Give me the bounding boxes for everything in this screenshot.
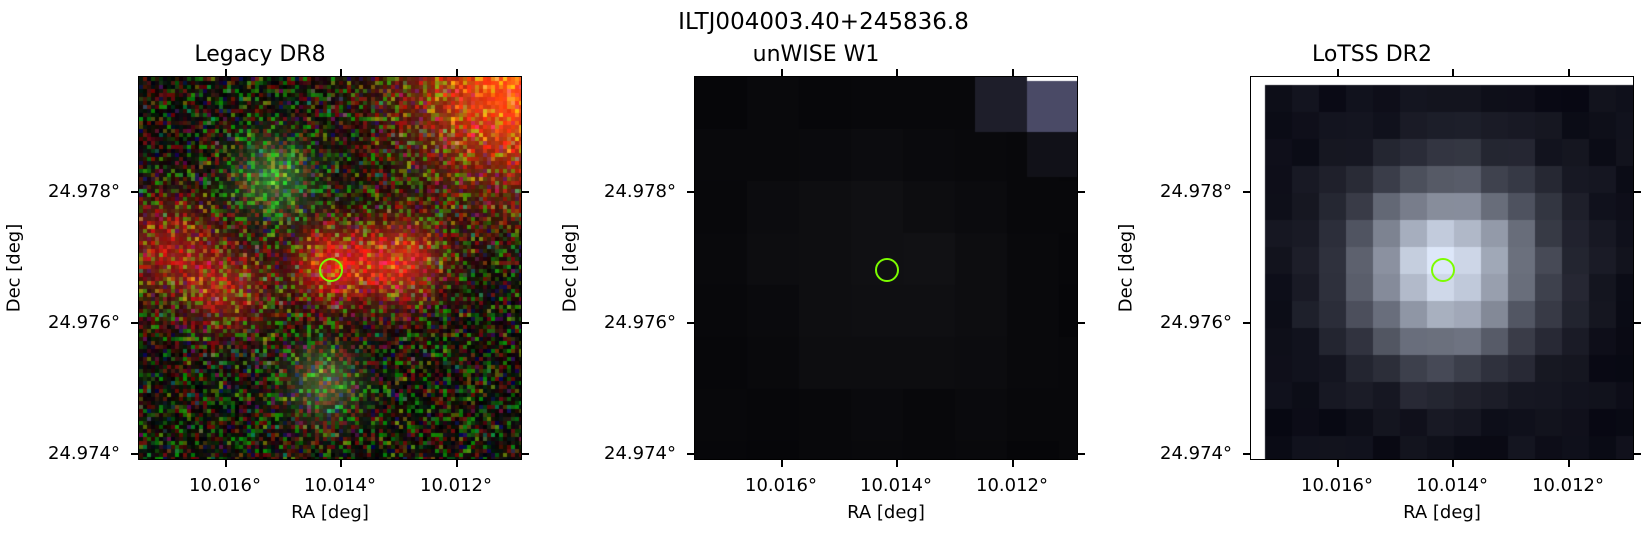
y-tick-mark — [1078, 322, 1085, 324]
y-tick-mark — [1243, 322, 1250, 324]
x-tick-mark — [1012, 69, 1014, 76]
panel-unwise: unWISE W1 24.978° 24.976° 24.974° 10.016… — [556, 0, 1085, 539]
x-axis-label: RA [deg] — [1403, 502, 1481, 523]
ytick-label: 24.978° — [604, 181, 676, 202]
x-tick-mark — [1012, 460, 1014, 467]
x-tick-mark — [340, 460, 342, 467]
y-tick-mark — [1634, 191, 1641, 193]
xtick-label: 10.016° — [1301, 475, 1373, 496]
xtick-label: 10.012° — [976, 475, 1048, 496]
ytick-label: 24.976° — [48, 312, 120, 333]
y-tick-mark — [1243, 191, 1250, 193]
y-axis-label: Dec [deg] — [3, 223, 25, 313]
x-tick-mark — [781, 460, 783, 467]
x-tick-mark — [1452, 460, 1454, 467]
image-lotss — [1250, 76, 1634, 460]
source-marker-circle — [875, 258, 899, 282]
y-tick-mark — [131, 322, 138, 324]
marker-overlay — [1431, 258, 1455, 282]
panel-legacy: Legacy DR8 24.978° 24.976° 24.974° 10.01… — [0, 0, 529, 539]
xtick-label: 10.014° — [1416, 475, 1488, 496]
x-tick-mark — [1337, 69, 1339, 76]
xtick-label: 10.014° — [860, 475, 932, 496]
y-tick-mark — [1634, 322, 1641, 324]
x-tick-mark — [340, 69, 342, 76]
y-tick-mark — [522, 322, 529, 324]
x-tick-mark — [896, 69, 898, 76]
image-legacy — [138, 76, 522, 460]
y-tick-mark — [687, 453, 694, 455]
source-marker-circle — [319, 258, 343, 282]
panel-title: LoTSS DR2 — [1312, 42, 1432, 67]
lotss-image-canvas — [1251, 77, 1633, 459]
y-tick-mark — [1078, 191, 1085, 193]
panel-title: unWISE W1 — [752, 42, 880, 67]
y-tick-mark — [131, 191, 138, 193]
y-axis-label: Dec [deg] — [1115, 223, 1137, 313]
ytick-label: 24.974° — [604, 443, 676, 464]
marker-overlay — [319, 258, 343, 282]
x-tick-mark — [225, 69, 227, 76]
image-unwise — [694, 76, 1078, 460]
x-axis-label: RA [deg] — [847, 502, 925, 523]
ytick-label: 24.974° — [1160, 443, 1232, 464]
ytick-label: 24.976° — [1160, 312, 1232, 333]
y-axis-label: Dec [deg] — [559, 223, 581, 313]
xtick-label: 10.016° — [745, 475, 817, 496]
y-tick-mark — [131, 453, 138, 455]
x-tick-mark — [456, 69, 458, 76]
source-marker-circle — [1431, 258, 1455, 282]
xtick-label: 10.014° — [304, 475, 376, 496]
y-tick-mark — [1243, 453, 1250, 455]
x-tick-mark — [896, 460, 898, 467]
xtick-label: 10.012° — [420, 475, 492, 496]
xtick-label: 10.016° — [189, 475, 261, 496]
x-tick-mark — [781, 69, 783, 76]
y-tick-mark — [1078, 453, 1085, 455]
y-tick-mark — [1634, 453, 1641, 455]
legacy-image-canvas — [139, 77, 521, 459]
y-tick-mark — [522, 191, 529, 193]
x-tick-mark — [456, 460, 458, 467]
x-tick-mark — [225, 460, 227, 467]
ytick-label: 24.976° — [604, 312, 676, 333]
ytick-label: 24.978° — [1160, 181, 1232, 202]
ytick-label: 24.974° — [48, 443, 120, 464]
x-tick-mark — [1337, 460, 1339, 467]
x-tick-mark — [1568, 69, 1570, 76]
x-tick-mark — [1568, 460, 1570, 467]
marker-overlay — [875, 258, 899, 282]
x-axis-label: RA [deg] — [291, 502, 369, 523]
figure-title: ILTJ004003.40+245836.8 — [678, 9, 969, 35]
y-tick-mark — [687, 191, 694, 193]
panel-lotss: LoTSS DR2 24.978° 24.976° 24.974° 10.016… — [1112, 0, 1641, 539]
ytick-label: 24.978° — [48, 181, 120, 202]
xtick-label: 10.012° — [1532, 475, 1604, 496]
panel-title: Legacy DR8 — [194, 42, 326, 67]
unwise-image-canvas — [695, 77, 1077, 459]
y-tick-mark — [687, 322, 694, 324]
x-tick-mark — [1452, 69, 1454, 76]
y-tick-mark — [522, 453, 529, 455]
